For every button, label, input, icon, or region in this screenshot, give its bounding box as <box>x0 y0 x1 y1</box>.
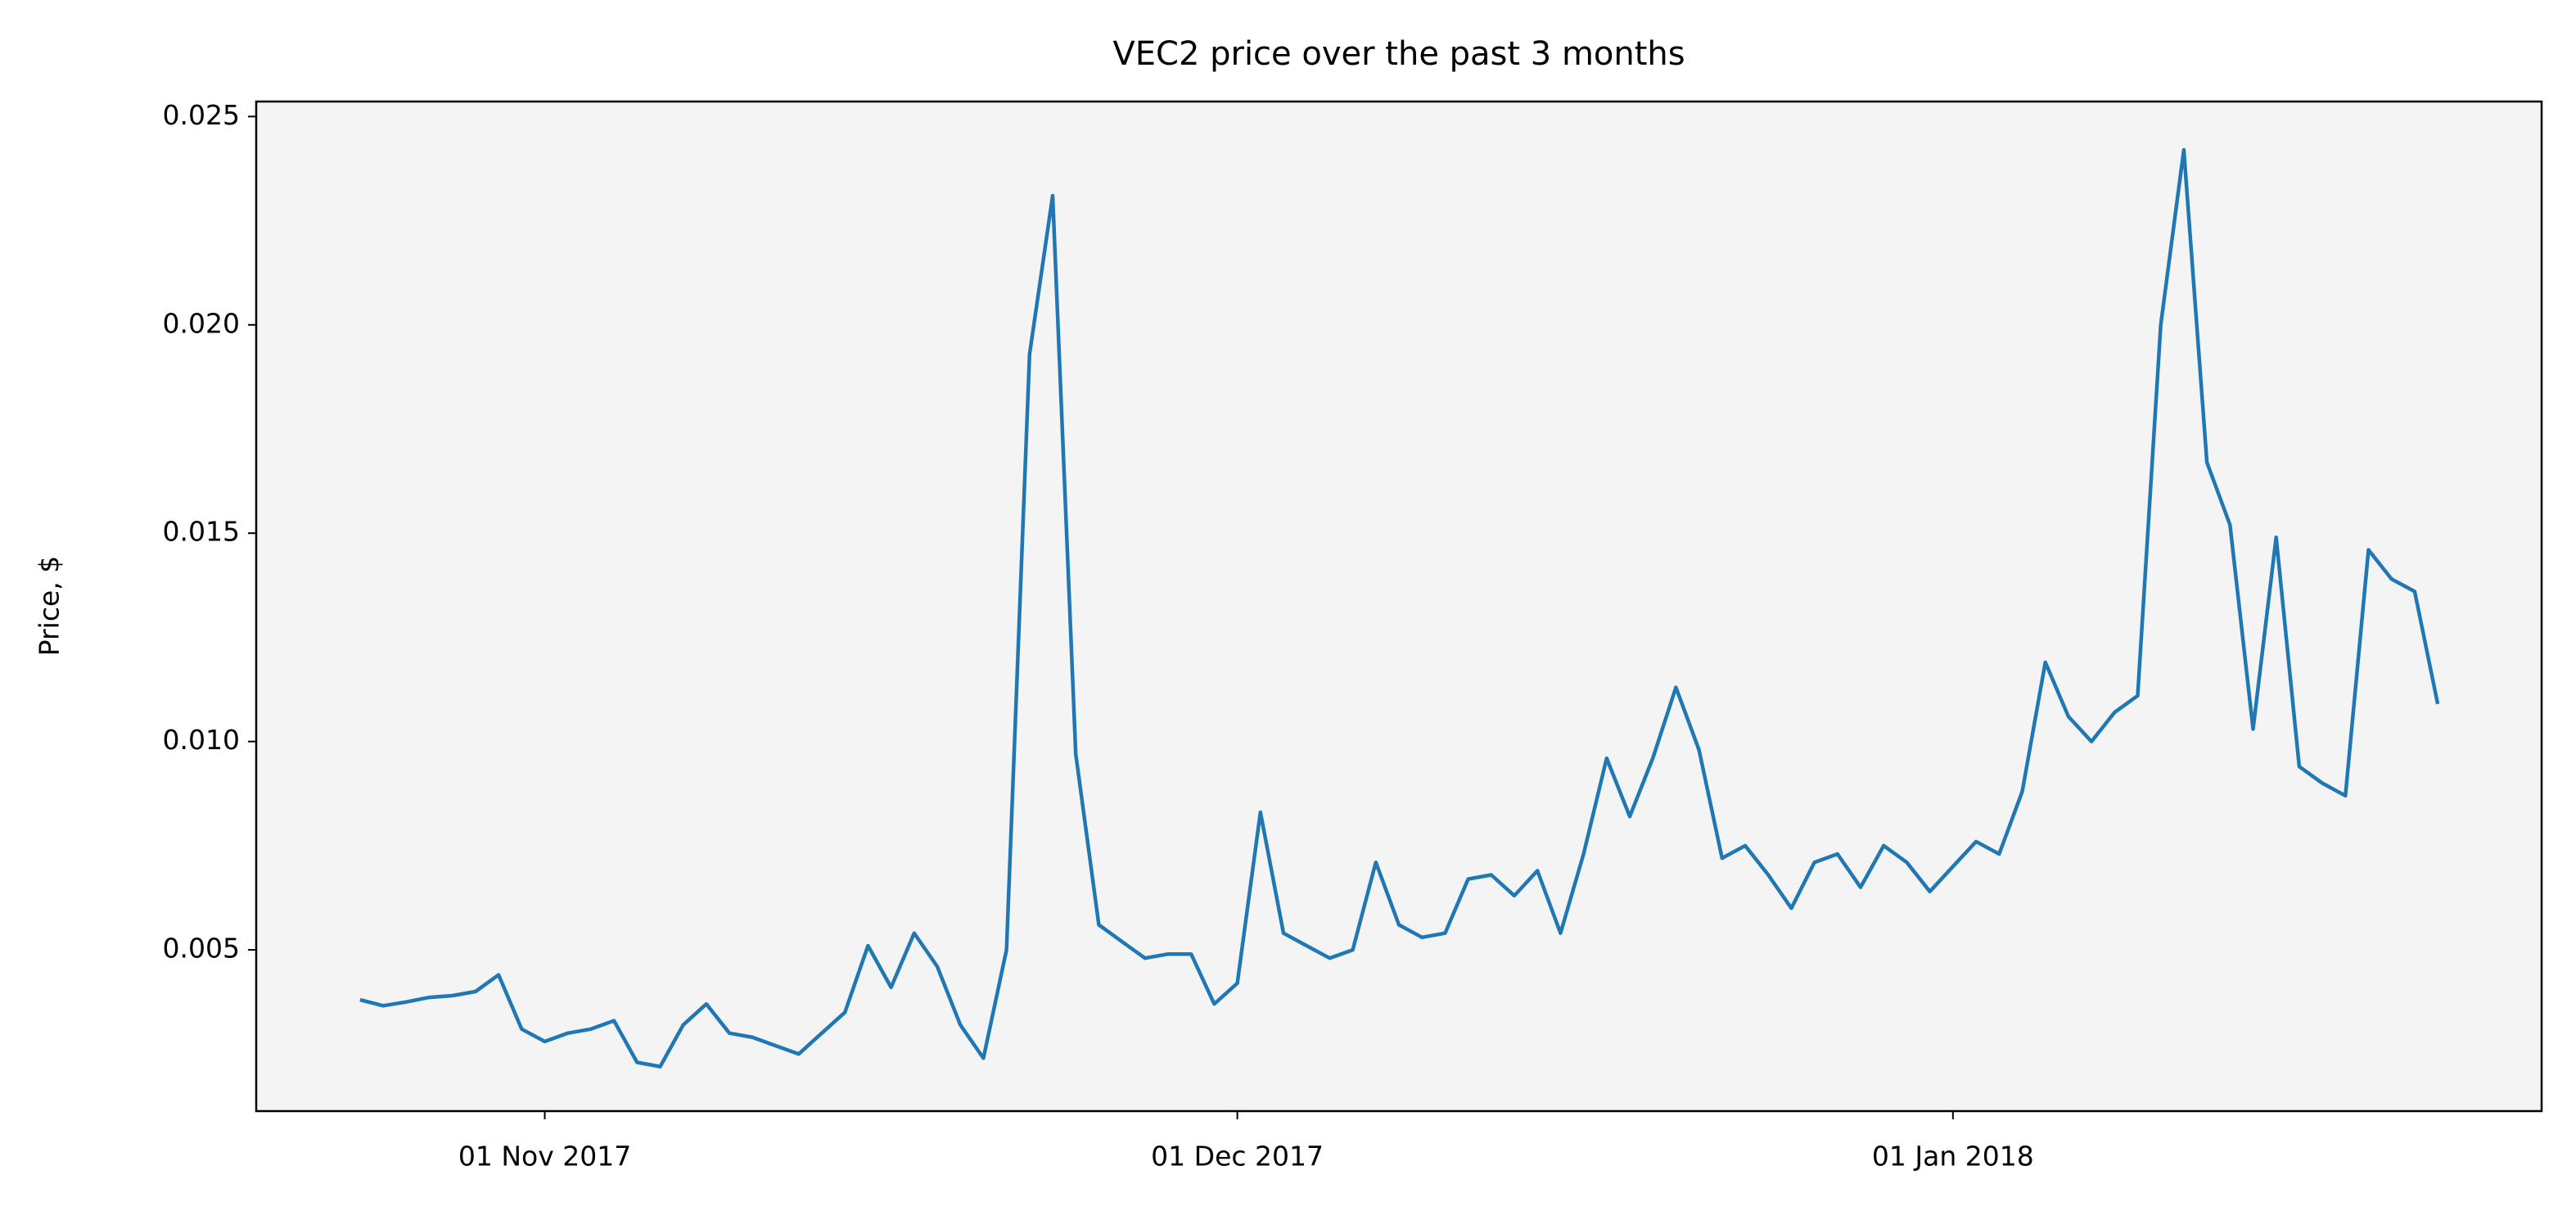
price-line <box>359 147 2440 1069</box>
chart-title: VEC2 price over the past 3 months <box>1112 35 1685 73</box>
y-tick-label: 0.005 <box>163 933 240 965</box>
y-axis-label: Price, $ <box>34 556 65 656</box>
y-tick-label: 0.015 <box>163 516 240 548</box>
x-tick-label: 01 Jan 2018 <box>1872 1141 2034 1173</box>
x-tick-label: 01 Dec 2017 <box>1151 1141 1324 1173</box>
y-tick-label: 0.025 <box>163 99 240 131</box>
plot-area <box>256 102 2542 1111</box>
y-tick-label: 0.010 <box>163 724 240 756</box>
x-tick-label: 01 Nov 2017 <box>458 1141 631 1173</box>
plot-frame <box>255 100 2543 1113</box>
y-tick-label: 0.020 <box>163 307 240 339</box>
